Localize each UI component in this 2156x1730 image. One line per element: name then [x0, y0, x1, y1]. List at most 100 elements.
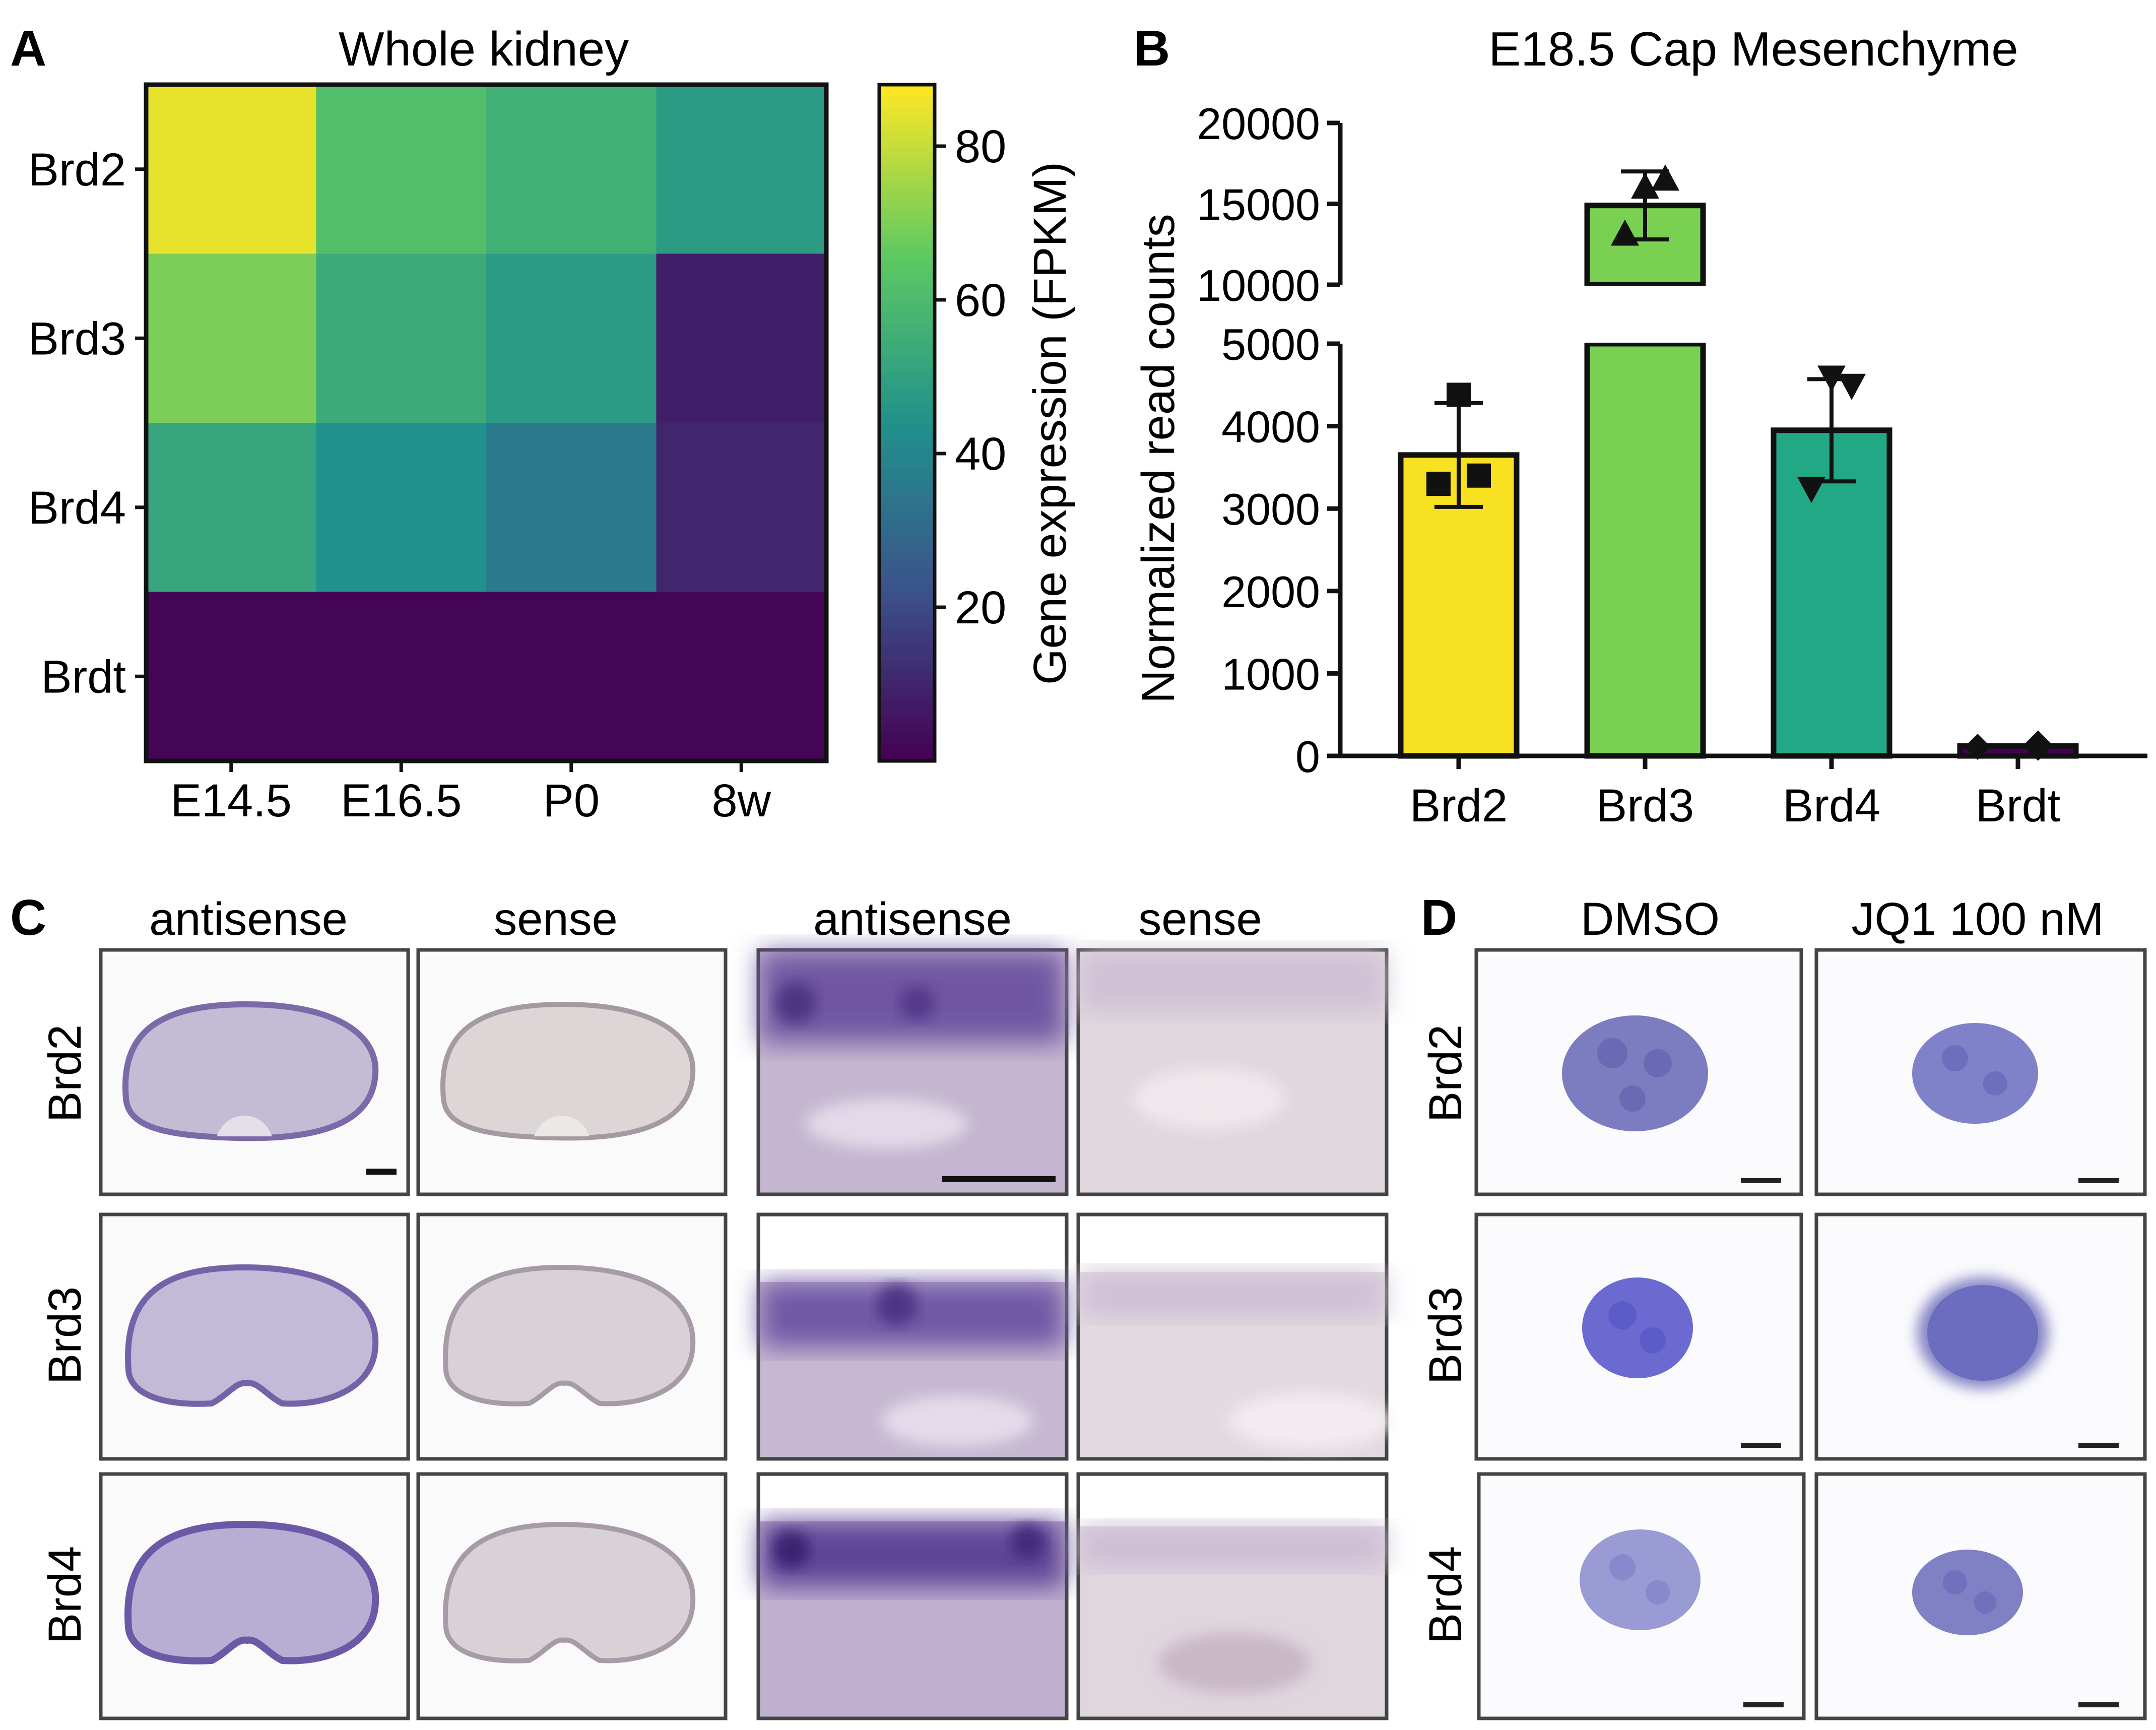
colorbar-strip	[879, 321, 935, 328]
colorbar-strip	[879, 372, 935, 378]
colorbar-strip	[879, 636, 935, 644]
colorbar-strip	[879, 282, 935, 288]
colorbar-gradient	[879, 85, 935, 761]
c-row-label-3: Brd4	[39, 1546, 91, 1644]
colorbar-strip	[879, 558, 935, 564]
colorbar-strip	[879, 366, 935, 373]
panel-letter-b: B	[1134, 20, 1170, 77]
colorbar-strip	[879, 338, 935, 345]
c-image-brd3-sense-zoom	[1076, 1212, 1391, 1461]
colorbar-strip	[879, 377, 935, 384]
colorbar-strip	[879, 631, 935, 637]
colorbar-strip	[879, 434, 935, 440]
c-col-header-4: sense	[1138, 893, 1262, 945]
colorbar-strip	[879, 659, 935, 666]
panel-b: B E18.5 Cap Mesenchyme Normalized read c…	[1133, 20, 2147, 831]
colorbar-strip	[879, 225, 935, 232]
point-brd2	[1426, 472, 1451, 496]
d-row-label-2: Brd3	[1420, 1287, 1471, 1384]
colorbar-strip	[879, 174, 935, 181]
d-image-brd4-dmso	[1477, 1472, 1806, 1720]
colorbar-strip	[879, 490, 935, 497]
heatmap-cell-brdt-e16-5	[316, 592, 487, 761]
heatmap-cell-brd3-e14-5	[146, 253, 316, 423]
heatmap-cell-brd4-e14-5	[146, 423, 316, 592]
c-image-brd4-antisense-whole	[99, 1472, 410, 1720]
colorbar-strip	[879, 231, 935, 237]
c-image-brd4-sense-zoom	[1076, 1472, 1389, 1720]
colorbar-strip	[879, 327, 935, 334]
point-brd4	[1838, 373, 1866, 400]
heatmap-col-label: 8w	[711, 775, 771, 826]
colorbar-strip	[879, 360, 935, 367]
d-image-brd3-dmso	[1474, 1212, 1803, 1461]
colorbar-strip	[879, 592, 935, 598]
heatmap-row-label: Brd3	[28, 313, 126, 364]
colorbar-strip	[879, 310, 935, 316]
colorbar-strip	[879, 574, 935, 582]
colorbar-ticks: 20 40 60 80	[935, 121, 1006, 633]
colorbar-strip	[879, 721, 935, 728]
colorbar-strip	[879, 485, 935, 491]
bar-brd3-break-gap	[1583, 286, 1707, 343]
colorbar-strip	[879, 496, 935, 502]
heatmap-cell-brd4-8w	[656, 423, 827, 592]
bar-chart-points	[1426, 164, 2051, 761]
d-image-brd2-dmso	[1474, 948, 1803, 1196]
heatmap-cell-brdt-e14-5	[146, 592, 316, 761]
y-tick-label: 1000	[1221, 649, 1320, 699]
heatmap-cell-brd3-8w	[656, 253, 827, 423]
heatmap-row-label: Brd2	[28, 144, 126, 196]
bar-chart-title: E18.5 Cap Mesenchyme	[1488, 22, 2018, 76]
heatmap-cell-brd3-e16-5	[316, 253, 487, 423]
colorbar-strip	[879, 704, 935, 711]
colorbar-strip	[879, 101, 935, 108]
c-image-brd4-sense-whole	[416, 1472, 728, 1720]
c-image-brd3-sense-whole	[416, 1212, 728, 1461]
c-image-brd2-sense-zoom	[1076, 948, 1389, 1196]
point-brd2	[1447, 382, 1471, 407]
d-row-label-1: Brd2	[1420, 1024, 1471, 1122]
colorbar-strip	[879, 620, 935, 626]
heatmap-row-labels: Brd2 Brd3 Brd4 Brdt	[28, 144, 146, 702]
point-brdt	[1965, 734, 1991, 760]
colorbar-strip	[879, 344, 935, 350]
c-col-header-1: antisense	[149, 893, 348, 945]
colorbar-strip	[879, 265, 935, 272]
c-image-brd2-antisense-zoom	[756, 948, 1069, 1196]
colorbar-strip	[879, 112, 935, 119]
y-tick-label: 15000	[1197, 180, 1320, 230]
c-image-brd4-antisense-zoom	[756, 1472, 1069, 1720]
colorbar-strip	[879, 355, 935, 361]
colorbar-tick-label: 20	[955, 582, 1006, 633]
colorbar-strip	[879, 96, 935, 102]
heatmap-cell-brd2-p0	[486, 85, 657, 254]
bar-chart-y-ticks: 0 1000 2000 3000 4000 5000 10000 15000 20000	[1197, 99, 1340, 782]
colorbar-strip	[879, 395, 935, 401]
colorbar-strip	[879, 253, 935, 260]
colorbar-strip	[879, 445, 935, 452]
heatmap-cell-brd4-p0	[486, 423, 657, 592]
colorbar-strip	[879, 186, 935, 193]
colorbar-strip	[879, 107, 935, 113]
colorbar-strip	[879, 581, 935, 587]
heatmap-col-label: E14.5	[171, 775, 292, 826]
bar-chart-x-labels: Brd2 Brd3 Brd4 Brdt	[1410, 756, 2060, 831]
colorbar-strip	[879, 530, 935, 536]
colorbar-strip	[879, 457, 935, 463]
x-tick-label: Brd2	[1410, 780, 1508, 831]
colorbar-strip	[879, 563, 935, 570]
colorbar-strip	[879, 141, 935, 148]
colorbar-strip	[879, 439, 935, 446]
colorbar-strip	[879, 203, 935, 210]
colorbar-strip	[879, 315, 935, 322]
colorbar-strip	[879, 406, 935, 412]
panel-a: A Whole kidney Brd2 Brd3 Brd4 Brdt E14.5 E16…	[10, 20, 1076, 826]
y-tick-label: 3000	[1221, 484, 1320, 534]
colorbar-strip	[879, 271, 935, 277]
colorbar-strip	[879, 423, 935, 429]
heatmap-col-label: E16.5	[341, 775, 462, 826]
c-image-brd3-antisense-whole	[99, 1212, 410, 1461]
colorbar-strip	[879, 118, 935, 125]
point-brd4	[1817, 365, 1846, 392]
